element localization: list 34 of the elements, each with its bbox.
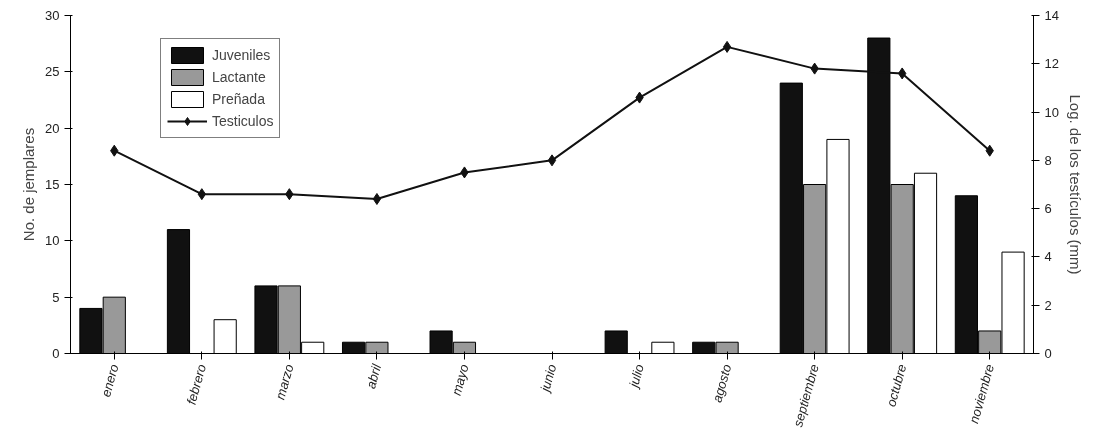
x-tick-label: marzo <box>272 362 297 402</box>
point <box>547 154 557 167</box>
y-tick-label: 10 <box>45 233 60 249</box>
x-tick-label: octubre <box>883 362 910 409</box>
point <box>372 192 382 205</box>
x-tick-label: abril <box>363 361 385 391</box>
y-tick-label: 30 <box>45 8 60 23</box>
legend-label: Testiculos <box>212 113 274 129</box>
y-axis-title: No. de jemplares <box>20 127 38 242</box>
y2-axis-title: Log. de los testículos (mm) <box>1066 94 1084 275</box>
y-tick-label: 15 <box>45 177 60 192</box>
y-tick-label: 25 <box>45 64 60 80</box>
y2-tick-label: 4 <box>1044 249 1052 265</box>
y2-tick-label: 14 <box>1044 8 1059 23</box>
x-tick-label: septiembre <box>790 362 822 429</box>
y2-tick-label: 6 <box>1044 201 1052 217</box>
legend-label: Lactante <box>212 69 266 85</box>
x-tick-label: julio <box>625 362 647 391</box>
y2-tick-label: 10 <box>1044 104 1059 120</box>
x-tick-label: mayo <box>448 362 472 398</box>
y2-tick-label: 8 <box>1044 152 1052 168</box>
y-tick-label: 20 <box>45 120 60 136</box>
x-tick-label: junio <box>536 362 560 395</box>
y-tick-label: 5 <box>52 289 60 305</box>
legend-label: Juveniles <box>212 47 271 63</box>
y2-tick-label: 0 <box>1044 346 1052 361</box>
x-tick-label: enero <box>98 362 122 399</box>
legend-label: Preñada <box>212 91 265 107</box>
y2-tick-label: 2 <box>1044 297 1052 313</box>
x-tick-label: agosto <box>709 362 735 405</box>
x-tick-label: febrero <box>183 362 210 407</box>
y-tick-label: 0 <box>52 346 60 361</box>
point <box>722 40 732 53</box>
y2-tick-label: 12 <box>1044 56 1059 72</box>
